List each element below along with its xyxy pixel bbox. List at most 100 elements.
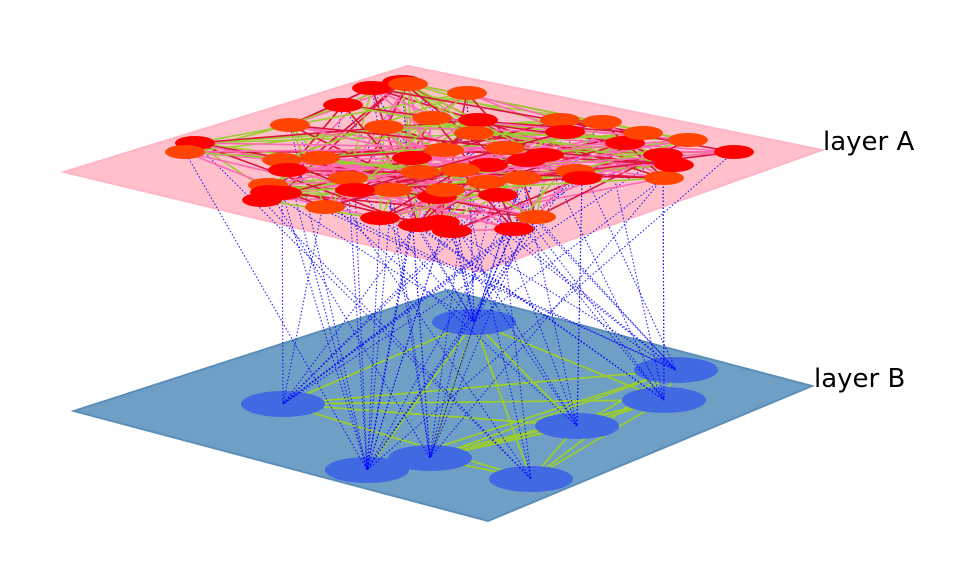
layer-a-edge bbox=[417, 177, 665, 226]
layer-a-node bbox=[165, 145, 205, 159]
layer-a-node bbox=[644, 171, 684, 185]
layer-a-node bbox=[654, 158, 694, 172]
interlayer-edge bbox=[417, 224, 665, 401]
interlayer-edge bbox=[282, 139, 689, 405]
layer-b-edge bbox=[282, 399, 665, 405]
layer-b-edge bbox=[473, 321, 532, 480]
layer-a-edge bbox=[466, 92, 561, 121]
layer-a-edge bbox=[194, 92, 468, 144]
layer-a-edge bbox=[574, 139, 689, 172]
layer-b-edge bbox=[282, 369, 677, 405]
interlayer-edge bbox=[429, 132, 475, 459]
layer-a-label: layer A bbox=[823, 127, 914, 157]
layer-a-edge bbox=[407, 83, 413, 159]
layer-a-node bbox=[432, 224, 472, 238]
interlayer-edge bbox=[371, 87, 431, 459]
interlayer-edge bbox=[354, 189, 368, 471]
layer-a-node bbox=[562, 171, 602, 185]
interlayer-edge bbox=[429, 131, 566, 459]
layer-a-node bbox=[364, 120, 404, 134]
interlayer-edge bbox=[184, 151, 368, 471]
layer-a-node bbox=[425, 183, 465, 197]
layer-a-edge bbox=[451, 154, 664, 232]
interlayer-edge bbox=[371, 87, 578, 427]
interlayer-edge bbox=[459, 169, 532, 480]
interlayer-edge bbox=[473, 216, 537, 323]
layer-a-node bbox=[400, 165, 440, 179]
layer-b-edge bbox=[282, 321, 475, 405]
layer-a-node bbox=[524, 148, 564, 162]
layer-a-node bbox=[454, 126, 494, 140]
interlayer-edge bbox=[366, 132, 475, 471]
interlayer-edge bbox=[194, 142, 532, 480]
layer-a-node bbox=[516, 210, 556, 224]
layer-b-edge bbox=[473, 321, 665, 401]
layer-a-node bbox=[360, 211, 400, 225]
layer-a-node bbox=[412, 111, 452, 125]
interlayer-edge bbox=[473, 119, 561, 323]
interlayer-edge bbox=[281, 159, 284, 405]
layer-b-edge bbox=[429, 369, 677, 459]
interlayer-edge bbox=[282, 132, 644, 405]
layer-a-node bbox=[392, 151, 432, 165]
layer-a-edges bbox=[184, 81, 735, 232]
layer-a-node bbox=[540, 113, 580, 127]
layer-a-edge bbox=[319, 157, 438, 198]
layer-a-nodes bbox=[165, 75, 754, 238]
layer-a-node bbox=[623, 126, 663, 140]
layer-a-edge bbox=[451, 177, 583, 232]
interlayer-edge bbox=[269, 191, 431, 459]
layer-a-node bbox=[270, 118, 310, 132]
interlayer-edge bbox=[662, 154, 665, 401]
layer-b-nodes bbox=[241, 309, 718, 492]
interlayer-edge bbox=[366, 151, 735, 471]
layer-a-edge bbox=[281, 132, 644, 161]
layer-a-node bbox=[466, 175, 506, 189]
layer-a-node bbox=[335, 183, 375, 197]
layer-b-edge bbox=[282, 403, 532, 480]
interlayer-edge bbox=[267, 184, 677, 371]
interlayer-edge bbox=[439, 221, 677, 371]
layer-a-node bbox=[478, 188, 518, 202]
layer-a-node bbox=[305, 200, 345, 214]
layer-a-node bbox=[372, 183, 412, 197]
layer-a-edge bbox=[354, 92, 468, 191]
interlayer-edge bbox=[289, 124, 368, 471]
layer-a-node bbox=[424, 143, 464, 157]
layer-a-node bbox=[494, 222, 534, 236]
layer-a-node bbox=[668, 133, 708, 147]
interlayer-edge bbox=[366, 217, 381, 471]
layer-a-node bbox=[323, 98, 363, 112]
layer-b-label: layer B bbox=[814, 364, 905, 394]
layer-a-node bbox=[388, 77, 428, 91]
interlayer-edge bbox=[407, 83, 677, 371]
interlayer-edge bbox=[287, 169, 368, 471]
layer-a-node bbox=[458, 113, 498, 127]
layer-a-node bbox=[714, 145, 754, 159]
interlayer-edge bbox=[417, 224, 475, 323]
layer-a-node bbox=[262, 186, 302, 200]
layer-a-node bbox=[502, 171, 542, 185]
interlayer-edge bbox=[451, 230, 475, 323]
interlayer-edge bbox=[473, 177, 665, 323]
interlayer-edge bbox=[366, 119, 479, 471]
layer-a-node bbox=[268, 163, 308, 177]
interlayer-edge bbox=[576, 177, 583, 427]
interlayer-edge bbox=[485, 181, 578, 427]
layer-a-edge bbox=[287, 169, 515, 230]
interlayer-edge bbox=[282, 159, 528, 405]
layer-a-node bbox=[328, 171, 368, 185]
interlayer-edge bbox=[487, 164, 677, 371]
layer-a-edge bbox=[184, 151, 269, 186]
layer-a-node bbox=[485, 141, 525, 155]
interlayer-edge bbox=[429, 164, 675, 459]
layer-b-edge bbox=[473, 321, 578, 427]
layer-a-edge bbox=[289, 124, 675, 166]
layer-a-node bbox=[300, 151, 340, 165]
layer-b-edge bbox=[530, 399, 665, 480]
layer-a-edge bbox=[319, 149, 445, 159]
interlayer-edge bbox=[261, 199, 532, 480]
interlayer-edge bbox=[439, 221, 578, 427]
layer-a-node bbox=[605, 136, 645, 150]
